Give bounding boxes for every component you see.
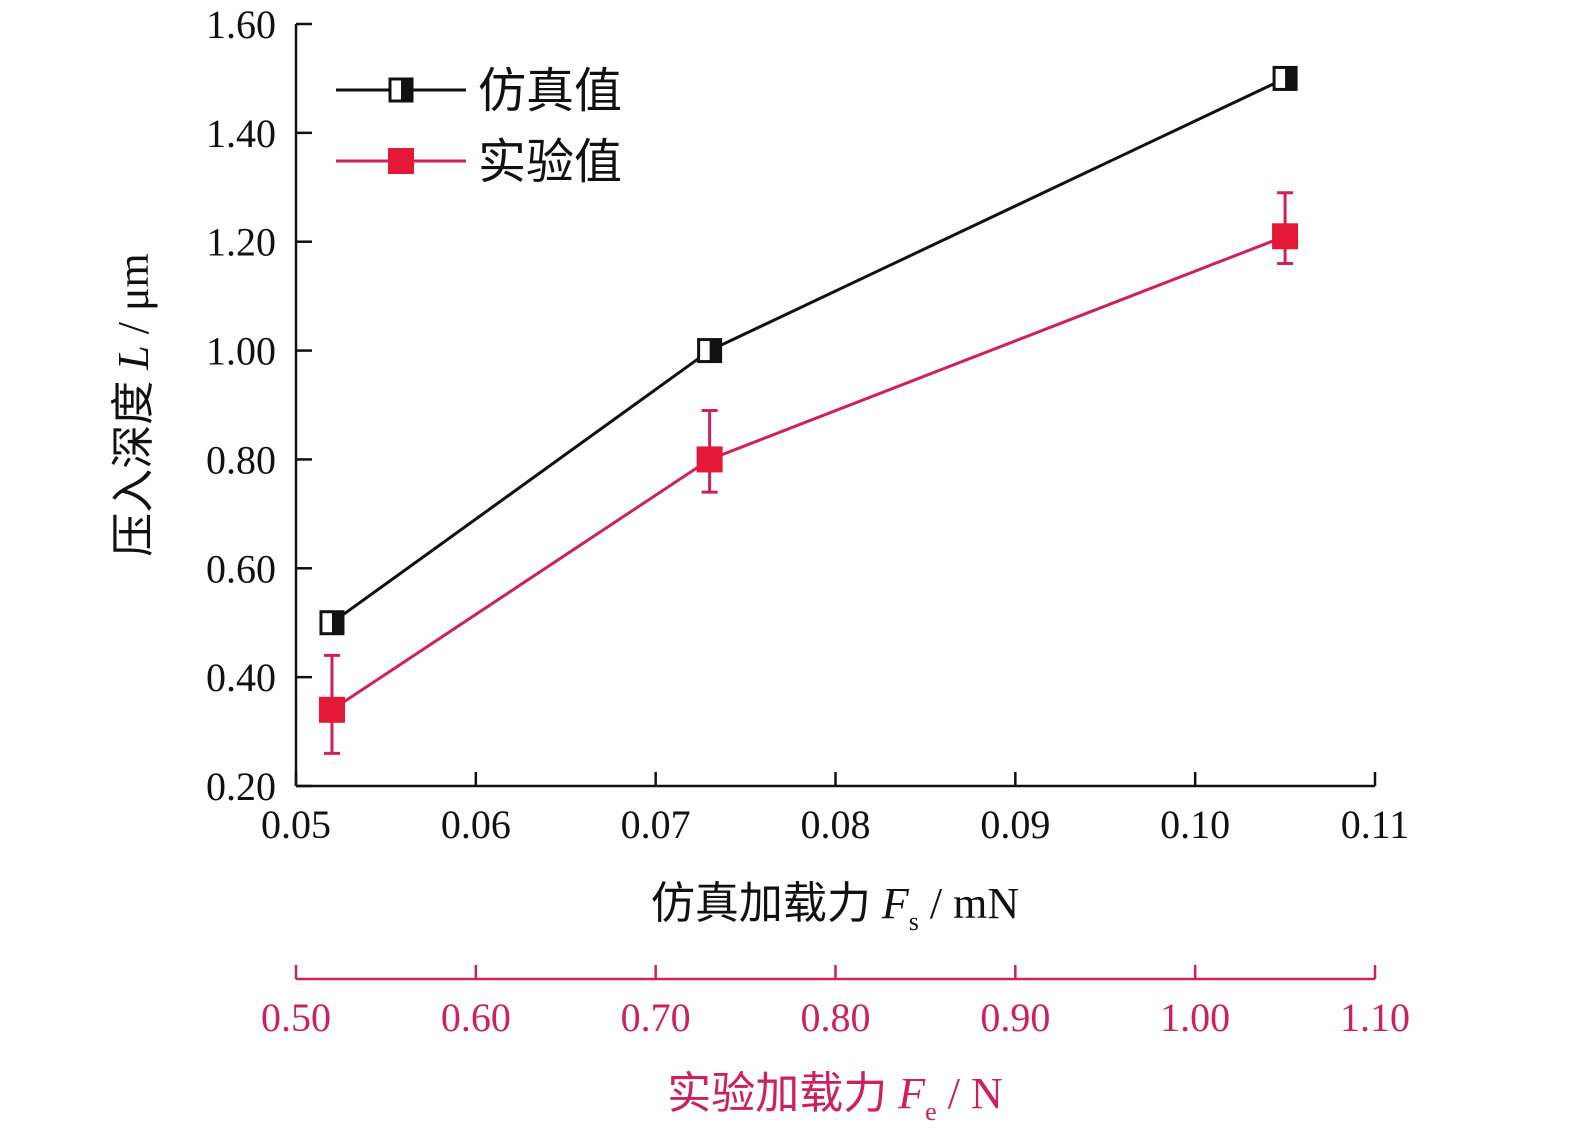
legend-item-1: 仿真值 bbox=[336, 65, 622, 118]
series-1 bbox=[319, 65, 1298, 636]
secondary-x-tick-label: 0.90 bbox=[980, 995, 1050, 1040]
data-point bbox=[1272, 223, 1299, 250]
secondary-x-tick-label: 0.80 bbox=[801, 995, 871, 1040]
marker-fill bbox=[401, 79, 412, 101]
y-tick-label: 0.60 bbox=[206, 546, 276, 591]
y-tick-label: 0.20 bbox=[206, 764, 276, 809]
data-point bbox=[696, 446, 723, 473]
legend-item-2: 实验值 bbox=[336, 136, 622, 189]
secondary-x-tick-label: 1.10 bbox=[1340, 995, 1410, 1040]
legend-label: 实验值 bbox=[478, 136, 622, 189]
secondary-x-tick-label: 0.60 bbox=[441, 995, 511, 1040]
x-tick-label: 0.08 bbox=[801, 802, 871, 847]
data-point bbox=[319, 610, 345, 636]
x-tick-label: 0.09 bbox=[980, 802, 1050, 847]
legend-label: 仿真值 bbox=[478, 65, 622, 118]
series-layer bbox=[318, 65, 1299, 755]
x-tick-label: 0.06 bbox=[441, 802, 511, 847]
series-2 bbox=[318, 191, 1299, 755]
ticks: 0.20 0.40 0.60 0.80 1.00 1.20 1.40 1.60 0.05 0.06… bbox=[206, 2, 1410, 1040]
secondary-x-tick-label: 0.50 bbox=[261, 995, 331, 1040]
series-line bbox=[331, 234, 1286, 712]
x-tick-label: 0.05 bbox=[261, 802, 331, 847]
x-tick-label: 0.11 bbox=[1341, 802, 1410, 847]
y-tick-label: 0.40 bbox=[206, 655, 276, 700]
secondary-x-tick-label: 0.70 bbox=[621, 995, 691, 1040]
data-point bbox=[697, 338, 723, 364]
y-tick-label: 1.40 bbox=[206, 111, 276, 156]
y-tick-label: 1.00 bbox=[206, 329, 276, 374]
marker-fill bbox=[1285, 67, 1297, 90]
legend-marker bbox=[388, 148, 414, 174]
x-tick-label: 0.10 bbox=[1160, 802, 1230, 847]
secondary-x-axis-title: 实验加载力 Fe / N bbox=[667, 1069, 1002, 1126]
marker-fill bbox=[331, 611, 343, 634]
data-point bbox=[318, 696, 345, 723]
marker-fill bbox=[709, 339, 721, 362]
x-axis-title: 仿真加载力 Fs / mN bbox=[651, 879, 1019, 936]
series-line bbox=[331, 77, 1286, 624]
x-tick-label: 0.07 bbox=[621, 802, 691, 847]
legend-marker bbox=[388, 77, 414, 103]
y-axis-title: 压入深度 L / μm bbox=[109, 253, 158, 557]
y-tick-label: 1.20 bbox=[206, 220, 276, 265]
secondary-x-tick-label: 1.00 bbox=[1160, 995, 1230, 1040]
y-tick-label: 1.60 bbox=[206, 2, 276, 47]
data-point bbox=[1272, 65, 1298, 91]
y-tick-label: 0.80 bbox=[206, 437, 276, 482]
